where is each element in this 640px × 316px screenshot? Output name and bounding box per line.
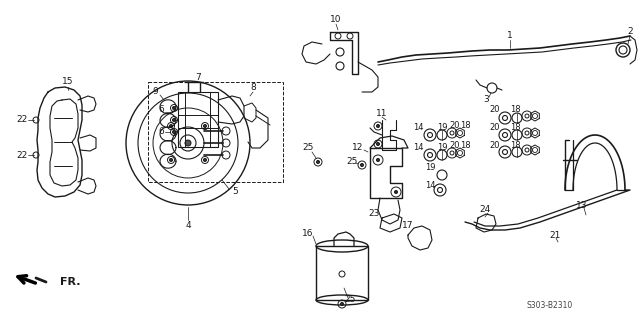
Text: 17: 17 <box>403 221 413 229</box>
Circle shape <box>185 140 191 146</box>
Text: 22: 22 <box>17 116 28 125</box>
Bar <box>316 246 368 300</box>
Text: 8: 8 <box>250 83 256 93</box>
Circle shape <box>317 161 319 163</box>
Text: 6: 6 <box>158 127 164 137</box>
Text: 20: 20 <box>490 124 500 132</box>
Text: 14: 14 <box>425 180 435 190</box>
Text: 15: 15 <box>62 77 74 87</box>
Text: 20: 20 <box>450 142 460 150</box>
Text: 1: 1 <box>507 32 513 40</box>
Circle shape <box>173 118 175 121</box>
Text: 7: 7 <box>195 74 201 82</box>
Text: 21: 21 <box>549 230 561 240</box>
Text: 6: 6 <box>158 106 164 114</box>
Circle shape <box>204 125 207 128</box>
Text: 18: 18 <box>509 124 520 132</box>
Circle shape <box>376 143 380 145</box>
Text: 19: 19 <box>425 163 435 173</box>
Text: 18: 18 <box>460 121 470 131</box>
Text: 11: 11 <box>376 110 388 118</box>
Text: 4: 4 <box>185 221 191 229</box>
Text: 13: 13 <box>576 200 588 210</box>
Text: FR.: FR. <box>60 277 81 287</box>
Text: 19: 19 <box>436 143 447 153</box>
Circle shape <box>394 191 397 193</box>
Circle shape <box>173 106 175 110</box>
Text: 5: 5 <box>232 187 238 197</box>
Circle shape <box>376 159 380 161</box>
Circle shape <box>170 158 173 161</box>
Circle shape <box>340 302 344 306</box>
Text: 25: 25 <box>346 157 358 167</box>
Text: 22: 22 <box>17 150 28 160</box>
Circle shape <box>376 125 380 127</box>
Text: 19: 19 <box>436 124 447 132</box>
Bar <box>148 82 283 182</box>
Text: 12: 12 <box>352 143 364 153</box>
Circle shape <box>170 125 173 128</box>
Text: 18: 18 <box>460 142 470 150</box>
Text: 25: 25 <box>302 143 314 153</box>
Text: 16: 16 <box>302 229 314 239</box>
Text: 9: 9 <box>152 88 158 96</box>
Text: 10: 10 <box>330 15 342 25</box>
Circle shape <box>204 158 207 161</box>
Bar <box>178 92 218 147</box>
Text: 14: 14 <box>413 143 423 153</box>
Text: 3: 3 <box>483 95 489 105</box>
Circle shape <box>360 163 364 167</box>
Text: 14: 14 <box>413 124 423 132</box>
Text: 2: 2 <box>627 27 633 37</box>
Text: 20: 20 <box>490 106 500 114</box>
Text: 18: 18 <box>509 141 520 149</box>
Text: 24: 24 <box>479 205 491 215</box>
Circle shape <box>173 131 175 133</box>
Text: 20: 20 <box>450 121 460 131</box>
Text: 25: 25 <box>344 295 356 305</box>
Text: 23: 23 <box>368 209 380 217</box>
Text: S303-B2310: S303-B2310 <box>527 301 573 311</box>
Text: 18: 18 <box>509 106 520 114</box>
Text: 20: 20 <box>490 141 500 149</box>
